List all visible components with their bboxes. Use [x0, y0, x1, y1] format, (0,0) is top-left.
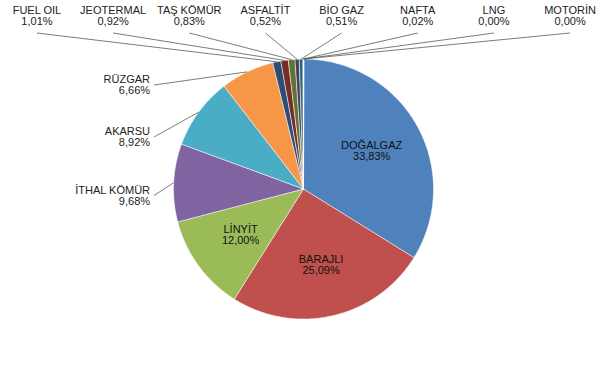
svg-text:RÜZGAR6,66%: RÜZGAR6,66% [104, 73, 151, 96]
svg-text:BARAJLI25,09%: BARAJLI25,09% [299, 253, 344, 276]
svg-text:FUEL OIL1,01%: FUEL OIL1,01% [13, 4, 62, 27]
svg-text:LİNYİT12,00%: LİNYİT12,00% [222, 223, 260, 246]
svg-text:JEOTERMAL0,92%: JEOTERMAL0,92% [80, 4, 146, 27]
svg-text:ASFALTİT0,52%: ASFALTİT0,52% [240, 4, 290, 27]
svg-text:TAŞ KÖMÜR0,83%: TAŞ KÖMÜR0,83% [157, 4, 222, 27]
svg-text:DOĞALGAZ33,83%: DOĞALGAZ33,83% [341, 139, 402, 162]
svg-text:AKARSU8,92%: AKARSU8,92% [105, 125, 150, 148]
svg-text:İTHAL KÖMÜR9,68%: İTHAL KÖMÜR9,68% [75, 184, 150, 207]
svg-text:MOTORİN0,00%: MOTORİN0,00% [544, 4, 596, 27]
svg-text:NAFTA0,02%: NAFTA0,02% [400, 4, 436, 27]
svg-text:BİO GAZ0,51%: BİO GAZ0,51% [319, 4, 364, 27]
svg-text:LNG0,00%: LNG0,00% [478, 4, 509, 27]
